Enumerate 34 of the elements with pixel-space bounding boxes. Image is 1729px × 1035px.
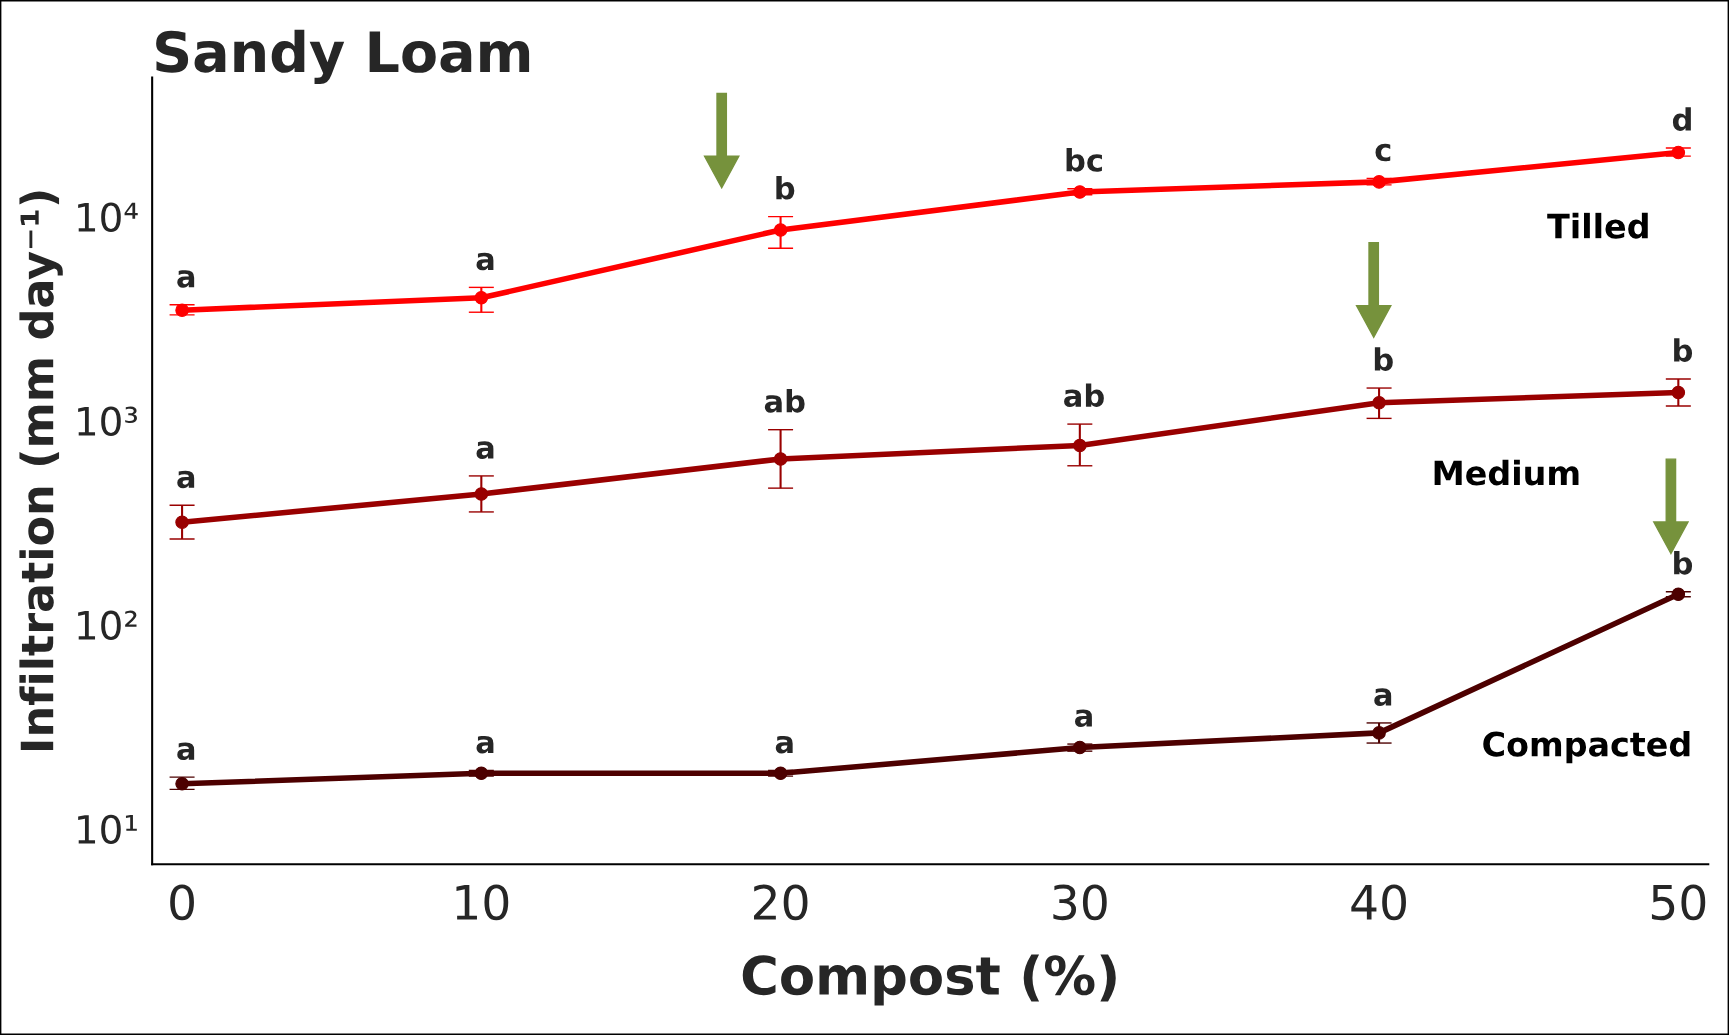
annotation: a xyxy=(177,270,195,288)
annotation: b xyxy=(776,175,795,200)
annotation: a xyxy=(1374,688,1392,706)
annotation: bc xyxy=(1066,148,1102,172)
chart-title: Sandy Loam xyxy=(156,29,530,85)
x-tick-label: 0 xyxy=(170,884,194,921)
annotation: a xyxy=(775,735,793,754)
series-label: Compacted xyxy=(1483,730,1690,764)
y-tick-label: 10² xyxy=(78,610,137,641)
annotation: a xyxy=(476,735,494,754)
x-tick-label: 40 xyxy=(1351,884,1406,921)
annotation: b xyxy=(1374,347,1393,372)
y-tick-label: 10¹ xyxy=(78,814,137,845)
x-tick-label: 20 xyxy=(753,884,808,921)
y-tick-label: 10³ xyxy=(78,406,137,436)
annotation: a xyxy=(476,252,494,271)
annotation: b xyxy=(1674,338,1693,362)
x-axis-title: Compost (%) xyxy=(742,954,1116,1006)
y-tick-label: 10⁴ xyxy=(78,202,138,232)
annotation: d xyxy=(1672,107,1691,131)
series-label: Medium xyxy=(1434,459,1579,486)
annotation: ab xyxy=(1064,383,1104,408)
annotation: a xyxy=(1075,709,1092,728)
y-axis-title: Infiltration (mm day⁻¹) xyxy=(19,191,63,750)
x-tick-label: 30 xyxy=(1053,884,1107,921)
annotation: a xyxy=(177,742,195,761)
annotation: b xyxy=(1674,551,1693,575)
annotation: c xyxy=(1375,143,1391,162)
series-label: Tilled xyxy=(1547,212,1648,239)
annotation: a xyxy=(476,441,494,459)
x-tick-label: 10 xyxy=(456,884,509,921)
annotation: a xyxy=(177,470,195,489)
x-tick-label: 50 xyxy=(1651,884,1706,921)
annotation: ab xyxy=(764,389,805,413)
